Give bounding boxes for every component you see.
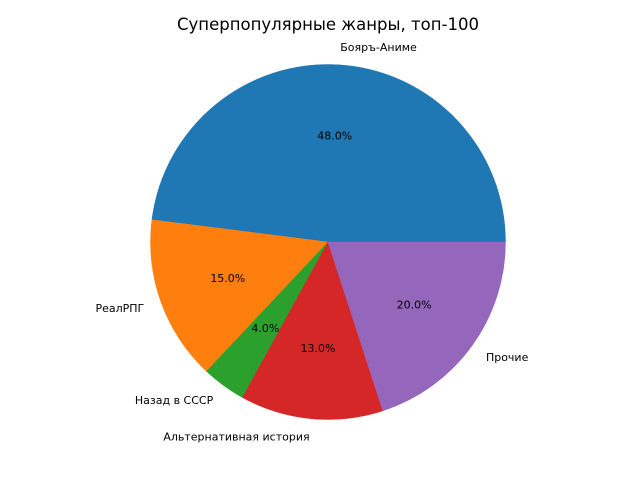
slice-label: РеалРПГ	[95, 302, 144, 315]
slice-label: Назад в СССР	[135, 394, 214, 407]
slice-label: Прочие	[486, 351, 529, 364]
pie-slice	[150, 219, 329, 372]
pie-slice	[242, 241, 384, 420]
slice-percent-label: 48.0%	[317, 130, 352, 143]
slice-percent-label: 4.0%	[251, 322, 279, 335]
slice-percent-label: 15.0%	[210, 272, 245, 285]
pie-slice	[151, 64, 506, 243]
slice-percent-label: 13.0%	[301, 342, 336, 355]
slice-label: Альтернативная история	[163, 430, 309, 443]
pie-slice	[327, 241, 506, 412]
chart-title: Суперпопулярные жанры, топ-100	[177, 15, 479, 34]
slice-percent-label: 20.0%	[397, 299, 432, 312]
slice-label: Бояръ-Аниме	[340, 41, 417, 54]
